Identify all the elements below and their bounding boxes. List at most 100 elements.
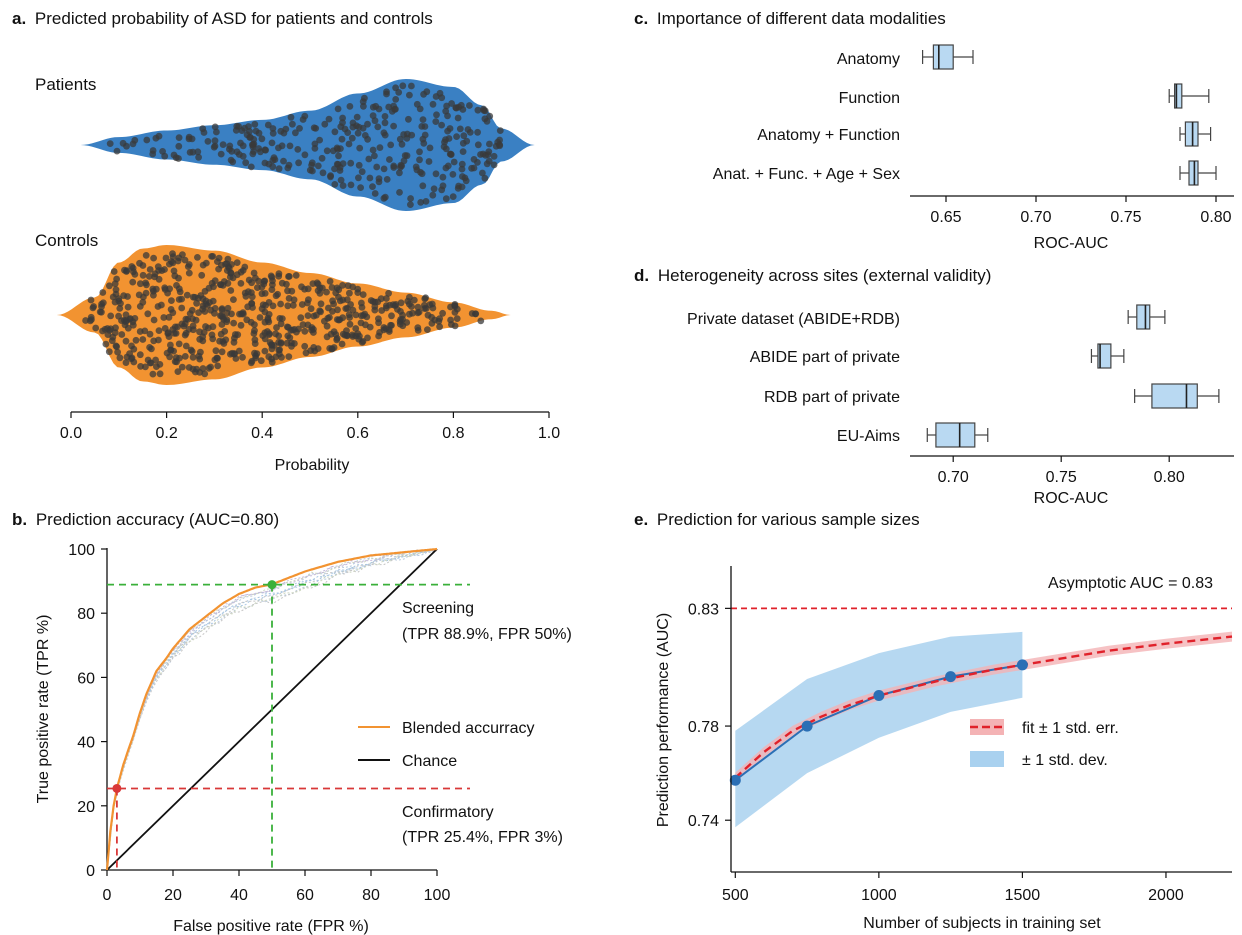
violin-dot (326, 278, 334, 285)
roc-bootstrap-curve (106, 548, 438, 871)
violin-dot (448, 321, 455, 328)
violin-dot (92, 324, 100, 332)
violin-dot (204, 302, 211, 309)
violin-dot (381, 113, 389, 120)
violin-dot (439, 309, 446, 317)
panel-d-category-3: EU-Aims (837, 428, 900, 445)
violin-dot (208, 253, 216, 260)
panel-b-title: Prediction accuracy (AUC=0.80) (36, 510, 279, 529)
violin-dot (129, 278, 137, 286)
x-tick-label: 0.4 (251, 425, 273, 442)
y-tick-label: 0 (86, 863, 95, 880)
violin-dot (354, 330, 362, 337)
confirmatory-detail: (TPR 25.4%, FPR 3%) (402, 829, 563, 846)
violin-dot (458, 183, 466, 191)
violin-dot (175, 155, 182, 162)
violin-dot (179, 251, 186, 258)
violin-dot (261, 347, 269, 355)
panel-a-xlabel: Probability (275, 457, 350, 474)
violin-dot (335, 152, 342, 160)
violin-dot (137, 363, 145, 370)
panel-d-category-0: Private dataset (ABIDE+RDB) (687, 311, 900, 328)
violin-dot (385, 328, 393, 335)
violin-dot (145, 273, 153, 280)
violin-dot (448, 100, 455, 107)
violin-dot (275, 144, 282, 152)
violin-dot (238, 127, 246, 134)
violin-dot (112, 324, 119, 332)
violin-dot (292, 129, 299, 137)
violin-dot (169, 250, 176, 258)
violin-dot (349, 333, 357, 340)
panel-b-ticks: 0 20 40 60 80 100 0 20 40 60 80 100 (68, 542, 450, 904)
violin-dot (338, 340, 346, 348)
group-label-controls: Controls (35, 231, 98, 250)
violin-dot (217, 312, 224, 320)
violin-dot (230, 319, 238, 327)
violin-dot (167, 341, 174, 349)
violin-dot (137, 280, 144, 288)
violin-dot (331, 128, 339, 136)
violin-dot (211, 305, 219, 312)
violin-dot (405, 115, 412, 123)
violin-dot (392, 301, 400, 308)
violin-dot (420, 140, 428, 147)
violin-dot (422, 294, 429, 302)
violin-dot (380, 165, 388, 173)
violin-dot (451, 301, 459, 308)
violin-dot (217, 150, 225, 158)
violin-dot (275, 272, 283, 280)
x-tick-label: 0.0 (60, 425, 82, 442)
panel-c-category-1: Function (839, 90, 900, 107)
violin-dot (217, 281, 224, 288)
violin-dot (146, 266, 154, 273)
violin-dot (227, 287, 235, 294)
x-tick-label: 0.70 (938, 469, 969, 486)
violin-dot (289, 301, 297, 309)
violin-dot (211, 123, 219, 131)
violin-dot (262, 146, 269, 154)
violin-dot (237, 139, 244, 147)
violin-dot (408, 82, 415, 90)
violin-dot (204, 138, 212, 145)
violin-dot (327, 172, 334, 180)
violin-dot (275, 332, 283, 340)
violin-dot (211, 277, 219, 285)
violin-dot (99, 289, 107, 296)
violin-dot (251, 120, 259, 128)
violin-dot (116, 305, 124, 312)
violin-dot (248, 293, 256, 301)
svg-text:d. Heterogeneity across: d. Heterogeneity across sites (external … (634, 266, 991, 285)
panel-a-letter: a. (12, 9, 26, 28)
violin-dot (252, 127, 260, 135)
violin-dot (156, 370, 164, 378)
violin-dot (390, 122, 397, 130)
violin-dot (361, 132, 369, 139)
violin-dot (285, 353, 293, 360)
violin-dot (205, 284, 213, 292)
violin-dot (98, 308, 105, 316)
violin-dot (256, 314, 264, 321)
violin-dot (189, 148, 197, 156)
violin-dot (301, 151, 309, 159)
legend-std-label: ± 1 std. dev. (1022, 752, 1108, 769)
sample-size-points (729, 659, 1028, 786)
violin-dot (181, 256, 189, 264)
violin-dot (296, 124, 303, 132)
violin-dot (269, 129, 277, 137)
violin-dot (105, 348, 113, 356)
sample-size-point (1016, 659, 1028, 671)
panel-c-xlabel: ROC-AUC (1034, 235, 1109, 252)
violin-dot (304, 312, 312, 319)
violin-dot (251, 349, 258, 357)
violin-dot (385, 289, 392, 297)
violin-dot (283, 339, 291, 347)
swarm-patients (106, 82, 504, 209)
violin-dot (152, 285, 160, 293)
violin-dot (453, 315, 461, 322)
y-tick-label: 40 (77, 735, 95, 752)
violin-dot (383, 176, 391, 183)
violin-dot (189, 293, 197, 301)
violin-dot (122, 318, 130, 326)
violin-dot (380, 194, 388, 202)
